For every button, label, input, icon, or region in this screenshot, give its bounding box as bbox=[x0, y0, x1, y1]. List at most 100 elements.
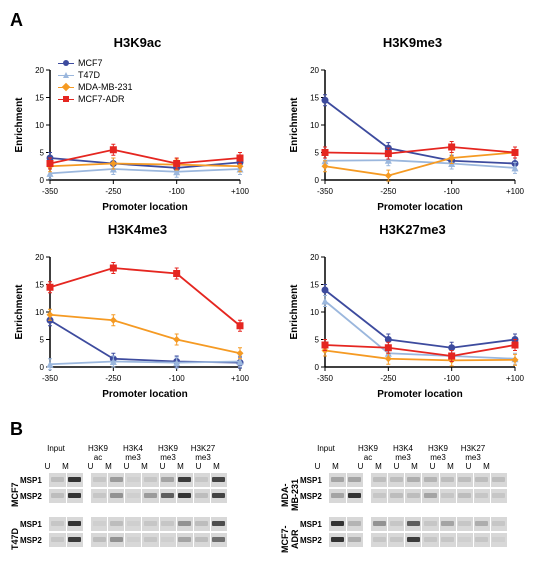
svg-text:15: 15 bbox=[35, 94, 44, 103]
gel-lane bbox=[405, 473, 421, 487]
gel-lane bbox=[108, 473, 124, 487]
gel-row-label: MSP2 bbox=[20, 492, 48, 501]
gel-lane bbox=[211, 473, 227, 487]
gel-subheaders: UMUMUMUMUM bbox=[10, 462, 270, 471]
gel-lane bbox=[422, 517, 438, 531]
gel-lane bbox=[422, 533, 438, 547]
gel-lane bbox=[388, 489, 404, 503]
svg-text:-100: -100 bbox=[169, 187, 186, 196]
gel-row: MSP2 bbox=[20, 489, 270, 503]
gel-lane bbox=[405, 489, 421, 503]
svg-text:15: 15 bbox=[310, 281, 319, 290]
gel-row: MSP2 bbox=[20, 533, 270, 547]
svg-text:Enrichment: Enrichment bbox=[14, 284, 25, 340]
gel-lane bbox=[329, 489, 346, 503]
svg-text:-250: -250 bbox=[105, 374, 122, 383]
gel-lane bbox=[388, 473, 404, 487]
gel-lane bbox=[49, 533, 66, 547]
gel-lane bbox=[329, 533, 346, 547]
svg-text:0: 0 bbox=[40, 176, 45, 185]
legend-item: MCF7-ADR bbox=[58, 93, 133, 105]
legend-label: MCF7-ADR bbox=[78, 93, 125, 105]
gel-lane bbox=[142, 473, 158, 487]
svg-text:-350: -350 bbox=[317, 374, 334, 383]
gel-lane bbox=[67, 473, 84, 487]
gel-lane bbox=[405, 533, 421, 547]
gel-group-MDA-MB-231: MDA-MB-231MSP1MSP2 bbox=[280, 473, 540, 517]
gel-lane bbox=[67, 489, 84, 503]
gel-column: InputH3K9acH3K4me3H3K9me3H3K27me3UMUMUMU… bbox=[280, 444, 540, 561]
gel-row-label: MSP2 bbox=[300, 536, 328, 545]
gel-lane bbox=[91, 533, 107, 547]
gel-header: Input bbox=[39, 444, 73, 462]
gel-row-label: MSP2 bbox=[20, 536, 48, 545]
gel-lane bbox=[457, 517, 473, 531]
gel-row-label: MSP1 bbox=[20, 520, 48, 529]
panel-b-grid: InputH3K9acH3K4me3H3K9me3H3K27me3UMUMUMU… bbox=[10, 444, 540, 561]
chart-title: H3K4me3 bbox=[10, 222, 265, 237]
legend-label: MDA-MB-231 bbox=[78, 81, 133, 93]
svg-text:-250: -250 bbox=[105, 187, 122, 196]
svg-text:20: 20 bbox=[310, 253, 319, 262]
gel-lane bbox=[194, 517, 210, 531]
gel-lane bbox=[371, 489, 387, 503]
gel-header: H3K9me3 bbox=[421, 444, 455, 462]
gel-row: MSP1 bbox=[300, 473, 540, 487]
gel-lane bbox=[125, 473, 141, 487]
gel-group-MCF7: MCF7MSP1MSP2 bbox=[10, 473, 270, 517]
svg-text:10: 10 bbox=[310, 308, 319, 317]
gel-headers: InputH3K9acH3K4me3H3K9me3H3K27me3 bbox=[10, 444, 270, 462]
gel-lane bbox=[91, 517, 107, 531]
svg-text:20: 20 bbox=[35, 66, 44, 75]
gel-headers: InputH3K9acH3K4me3H3K9me3H3K27me3 bbox=[280, 444, 540, 462]
gel-lane bbox=[347, 517, 364, 531]
gel-lane bbox=[347, 489, 364, 503]
gel-lane bbox=[91, 489, 107, 503]
gel-lane bbox=[491, 473, 507, 487]
gel-group-MCF7-ADR: MCF7-ADRMSP1MSP2 bbox=[280, 517, 540, 561]
gel-lane bbox=[347, 473, 364, 487]
gel-header: H3K4me3 bbox=[116, 444, 150, 462]
gel-row-label: MSP1 bbox=[300, 476, 328, 485]
panel-b-label: B bbox=[10, 419, 540, 440]
svg-text:Promoter location: Promoter location bbox=[377, 202, 463, 212]
gel-lane bbox=[160, 473, 176, 487]
svg-text:5: 5 bbox=[40, 149, 45, 158]
gel-row-label: MSP1 bbox=[300, 520, 328, 529]
gel-lane bbox=[177, 489, 193, 503]
gel-lane bbox=[371, 473, 387, 487]
gel-row: MSP1 bbox=[20, 473, 270, 487]
lane-set bbox=[371, 489, 507, 503]
gel-lane bbox=[211, 533, 227, 547]
svg-text:Promoter location: Promoter location bbox=[102, 202, 188, 212]
gel-header: H3K9me3 bbox=[151, 444, 185, 462]
gel-lane bbox=[177, 473, 193, 487]
gel-lane bbox=[160, 533, 176, 547]
gel-lane bbox=[405, 517, 421, 531]
chart-H3K27me3: H3K27me305101520-350-250-100+100Promoter… bbox=[285, 222, 540, 399]
svg-text:+100: +100 bbox=[506, 374, 525, 383]
legend-item: MDA-MB-231 bbox=[58, 81, 133, 93]
gel-lane bbox=[422, 489, 438, 503]
panel-a-label: A bbox=[10, 10, 540, 31]
gel-lane bbox=[388, 517, 404, 531]
svg-text:-100: -100 bbox=[169, 374, 186, 383]
lane-set bbox=[49, 533, 83, 547]
gel-lane bbox=[125, 533, 141, 547]
gel-lane bbox=[211, 489, 227, 503]
gel-lane bbox=[474, 533, 490, 547]
svg-text:+100: +100 bbox=[231, 187, 250, 196]
svg-text:Enrichment: Enrichment bbox=[289, 97, 300, 153]
legend: MCF7T47DMDA-MB-231MCF7-ADR bbox=[58, 57, 133, 105]
gel-group-T47D: T47DMSP1MSP2 bbox=[10, 517, 270, 561]
legend-label: T47D bbox=[78, 69, 100, 81]
svg-text:10: 10 bbox=[35, 308, 44, 317]
lane-set bbox=[49, 517, 83, 531]
chart-H3K9ac: H3K9ac05101520-350-250-100+100Promoter l… bbox=[10, 35, 265, 212]
gel-lane bbox=[160, 517, 176, 531]
gel-lane bbox=[142, 489, 158, 503]
gel-lane bbox=[108, 533, 124, 547]
svg-text:+100: +100 bbox=[506, 187, 525, 196]
chart-title: H3K9ac bbox=[10, 35, 265, 50]
gel-row-label: MSP1 bbox=[20, 476, 48, 485]
